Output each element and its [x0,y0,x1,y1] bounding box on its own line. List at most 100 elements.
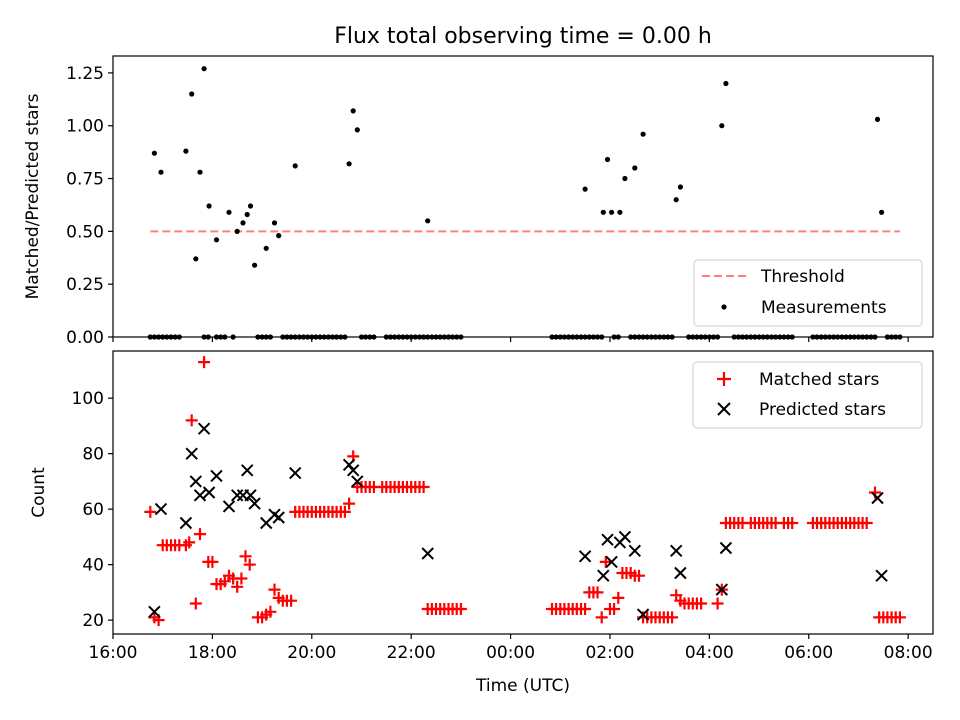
legend-top-frame [693,259,923,327]
predicted-stars-point [210,469,223,483]
x-axis-label: Time (UTC) [475,676,570,696]
matched-stars-point [264,605,277,618]
legend-matched-label: Matched stars [759,370,879,390]
matched-stars-point [599,555,612,568]
measurement-point [354,127,360,133]
chart-title: Flux total observing time = 0.00 h [334,24,712,49]
matched-stars-point [194,528,206,541]
x-tick-label: 08:00 [884,643,933,663]
matched-stars-point [579,603,592,615]
measurement-point [346,161,352,167]
matched-stars-point [454,603,467,615]
measurement-point [206,203,212,209]
x-tick-label: 16:00 [89,643,138,663]
matched-stars-point [786,517,799,529]
predicted-stars-point [197,422,211,435]
bottom-series-0 [144,356,906,627]
measurement-point [226,209,232,215]
top-y-tick-label: 1.00 [66,117,104,137]
predicted-stars-point [272,511,285,524]
matched-stars-point [231,580,244,593]
predicted-stars-point [230,489,244,502]
measurement-point [723,80,729,87]
top-y-axis-label: Matched/Predicted stars [23,93,43,299]
measurement-point [183,148,189,154]
measurement-point [609,209,615,215]
legend-predicted-swatch [717,402,731,416]
measurement-point [677,184,684,190]
predicted-stars-point [244,489,257,502]
measurement-point [874,116,881,122]
measurement-point [189,91,195,97]
predicted-stars-point [148,605,161,619]
measurement-point [879,209,885,215]
matched-stars-point [666,611,679,624]
legend-top: Threshold Measurements [693,259,923,327]
matched-stars-point [591,586,604,599]
measurement-point [600,209,606,215]
predicted-stars-point [618,530,632,544]
predicted-stars-point [179,516,193,530]
predicted-stars-point [715,583,729,596]
matched-stars-point [183,536,196,549]
measurement-point [425,218,431,224]
measurement-point [234,228,240,234]
measurement-point [622,175,628,182]
top-y-tick-label: 1.25 [66,64,104,84]
top-y-tick-label: 0.00 [66,328,104,348]
predicted-stars-point [351,475,364,488]
bottom-y-tick-label: 60 [82,500,104,520]
predicted-stars-point [601,533,614,546]
top-y-tick-label: 0.75 [66,170,104,190]
matched-stars-point [633,569,645,582]
measurement-point [158,169,164,175]
measurement-point [252,262,258,268]
matched-stars-point [612,591,625,604]
x-tick-label: 00:00 [486,643,535,663]
x-tick-label: 04:00 [685,643,734,663]
legend-measurements-swatch [721,304,727,310]
measurement-point [276,233,282,239]
matched-stars-point [189,597,202,610]
bottom-y-tick-label: 80 [82,445,104,465]
legend-bottom: Matched stars Predicted stars [692,361,923,429]
predicted-stars-point [189,475,203,488]
predicted-stars-point [605,555,618,569]
predicted-stars-point [719,541,733,555]
matched-stars-point [185,414,198,427]
matched-stars-point [711,597,724,610]
x-tick-label: 18:00 [188,643,237,663]
bottom-y-tick-label: 20 [82,611,104,631]
measurement-point [582,186,588,192]
predicted-stars-point [222,500,236,513]
predicted-stars-point [154,502,168,516]
legend-predicted-label: Predicted stars [759,400,886,420]
matched-stars-point [285,594,298,607]
matched-stars-point [338,505,351,518]
legend-threshold-label: Threshold [760,267,845,287]
predicted-stars-point [240,464,254,477]
predicted-stars-point [202,486,216,499]
measurement-point [240,220,246,226]
measurement-point [244,211,250,218]
legend-bottom-frame [692,361,923,429]
top-y-tick-label: 0.50 [66,222,104,242]
measurement-point [350,108,356,114]
top-axes-frame [112,55,934,338]
legend-matched-swatch [717,372,731,386]
measurement-point [719,123,725,129]
matched-stars-point [239,550,252,563]
measurement-point [604,156,611,163]
measurement-point [201,66,207,72]
legend-measurements-label: Measurements [761,298,887,318]
predicted-stars-point [248,497,261,510]
predicted-stars-point [636,608,650,621]
matched-stars-point [608,603,621,615]
matched-stars-point [144,505,157,518]
matched-stars-point [243,558,256,571]
predicted-stars-point [288,466,302,480]
bottom-series-1 [148,422,888,621]
measurement-point [640,131,646,137]
